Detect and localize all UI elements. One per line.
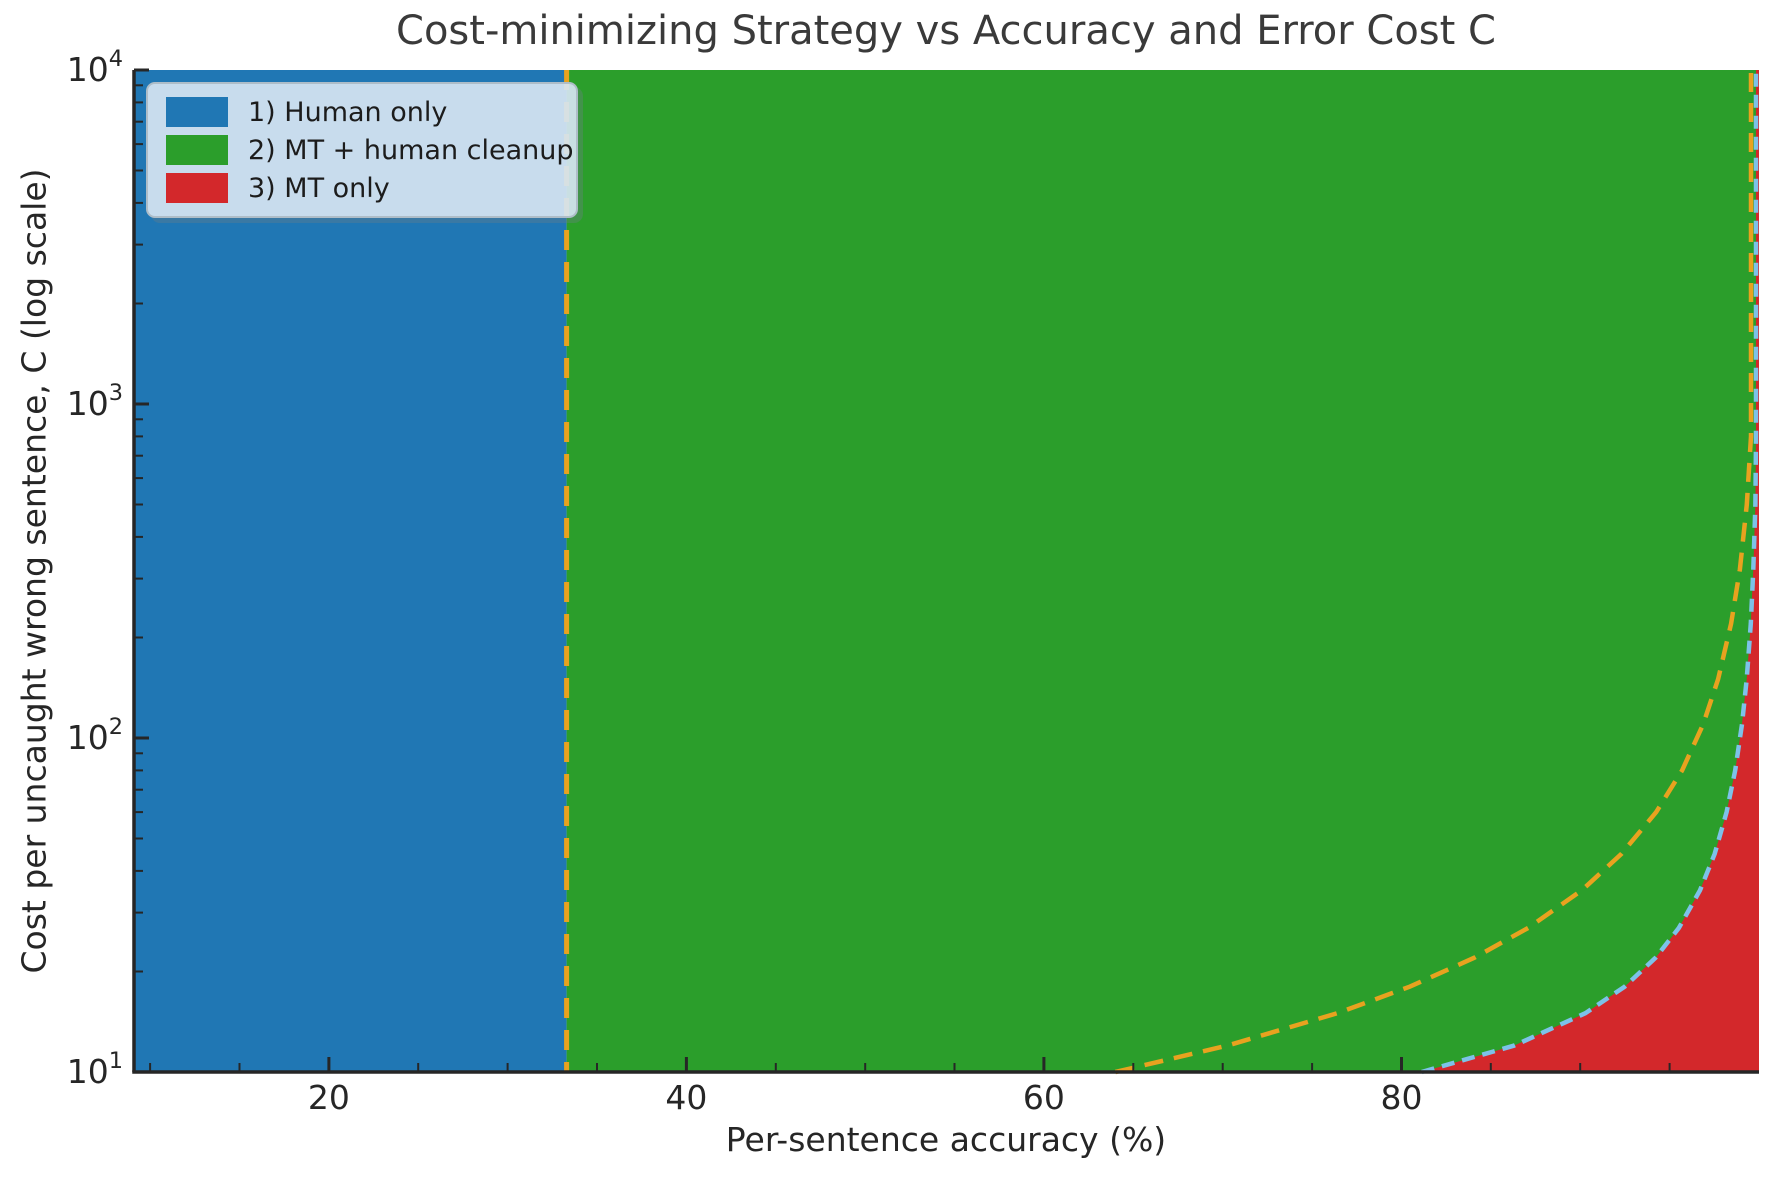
x-tick-label: 60 <box>1022 1078 1065 1117</box>
legend-item-label: 2) MT + human cleanup <box>248 134 574 166</box>
x-axis-label: Per-sentence accuracy (%) <box>725 1120 1167 1159</box>
y-tick-label: 103 <box>66 379 123 423</box>
y-tick-label: 102 <box>66 713 123 757</box>
x-tick-label: 40 <box>665 1078 708 1117</box>
legend-swatch-mt-cleanup <box>166 135 228 165</box>
legend-swatch-human-only <box>166 97 228 127</box>
legend: 1) Human only 2) MT + human cleanup 3) M… <box>146 82 578 218</box>
y-tick-label: 101 <box>66 1047 123 1091</box>
legend-swatch-mt-only <box>166 173 228 203</box>
x-tick-label: 20 <box>307 1078 350 1117</box>
y-axis-label: Cost per uncaught wrong sentence, C (log… <box>14 168 54 974</box>
legend-item-label: 3) MT only <box>248 172 390 204</box>
chart-title: Cost-minimizing Strategy vs Accuracy and… <box>396 8 1496 54</box>
legend-item-label: 1) Human only <box>248 96 448 128</box>
y-tick-label: 104 <box>66 45 123 89</box>
legend-item: 3) MT only <box>166 173 562 204</box>
legend-item: 1) Human only <box>166 97 562 128</box>
legend-item: 2) MT + human cleanup <box>166 135 574 166</box>
x-tick-label: 80 <box>1380 1078 1423 1117</box>
